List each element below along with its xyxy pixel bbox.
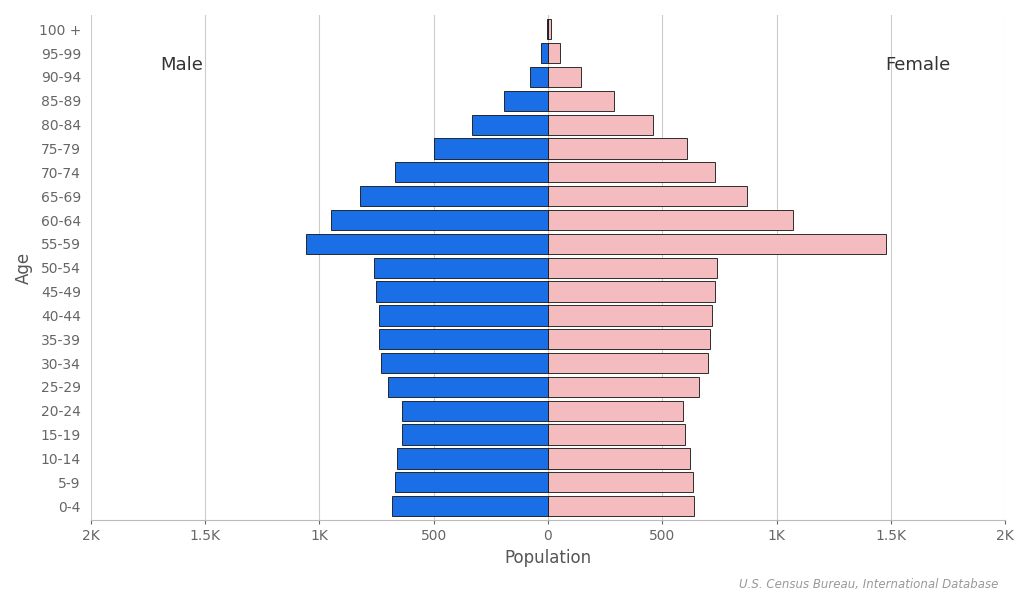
Bar bbox=[547, 210, 792, 230]
Bar bbox=[547, 91, 614, 111]
Bar bbox=[547, 139, 687, 158]
Bar bbox=[547, 472, 694, 493]
Bar bbox=[530, 67, 547, 87]
Bar bbox=[379, 329, 547, 349]
Bar bbox=[433, 139, 547, 158]
Bar bbox=[472, 115, 547, 135]
Bar bbox=[547, 186, 747, 206]
Bar bbox=[547, 234, 886, 254]
Bar bbox=[547, 281, 715, 302]
Bar bbox=[401, 401, 547, 421]
Bar bbox=[377, 281, 547, 302]
Bar bbox=[330, 210, 547, 230]
Bar bbox=[401, 424, 547, 445]
Bar bbox=[306, 234, 547, 254]
Bar bbox=[379, 305, 547, 326]
Bar bbox=[547, 353, 708, 373]
Bar bbox=[360, 186, 547, 206]
Text: Male: Male bbox=[161, 56, 204, 74]
Bar bbox=[546, 19, 547, 40]
Bar bbox=[547, 43, 561, 63]
Bar bbox=[392, 496, 547, 516]
Bar bbox=[541, 43, 547, 63]
Bar bbox=[547, 67, 581, 87]
Bar bbox=[395, 162, 547, 182]
Bar bbox=[395, 472, 547, 493]
Bar bbox=[547, 19, 552, 40]
Bar bbox=[547, 305, 712, 326]
Bar bbox=[547, 424, 685, 445]
Bar bbox=[547, 257, 717, 278]
Text: Female: Female bbox=[886, 56, 951, 74]
Bar bbox=[547, 377, 699, 397]
Bar bbox=[547, 115, 653, 135]
Text: U.S. Census Bureau, International Database: U.S. Census Bureau, International Databa… bbox=[739, 578, 998, 591]
Bar bbox=[388, 377, 547, 397]
Bar bbox=[547, 401, 683, 421]
Bar bbox=[547, 448, 689, 469]
Bar bbox=[547, 496, 695, 516]
Bar bbox=[504, 91, 547, 111]
Bar bbox=[547, 329, 710, 349]
Bar bbox=[381, 353, 547, 373]
Bar bbox=[397, 448, 547, 469]
Bar bbox=[375, 257, 547, 278]
X-axis label: Population: Population bbox=[504, 549, 592, 567]
Bar bbox=[547, 162, 715, 182]
Y-axis label: Age: Age bbox=[15, 251, 33, 284]
